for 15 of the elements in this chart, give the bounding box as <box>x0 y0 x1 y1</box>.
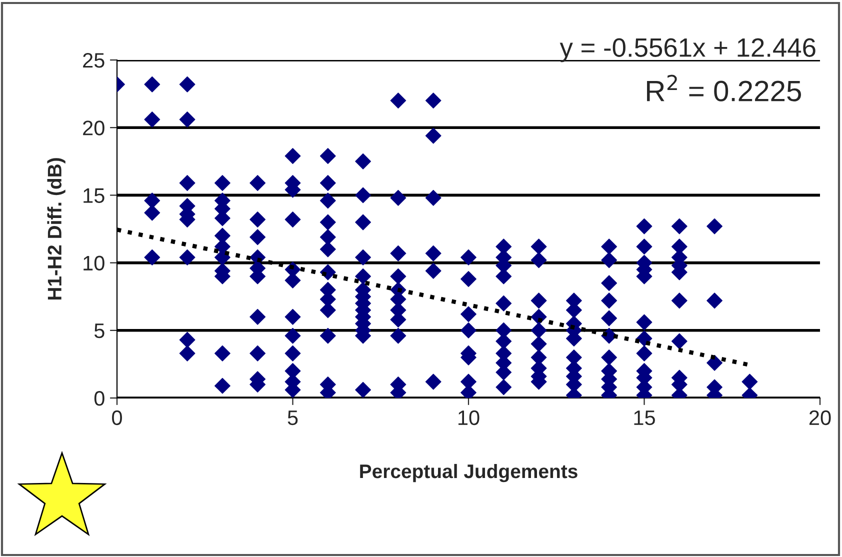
y-tick-label: 25 <box>83 53 104 68</box>
x-tick-label: 20 <box>809 410 831 426</box>
y-tick-label: 10 <box>84 256 104 271</box>
y-tick-label: 0 <box>94 391 104 406</box>
x-tick-label: 0 <box>112 410 122 426</box>
annotation: y = -0.5561x + 12.446 <box>560 38 816 62</box>
y-axis-title: H1-H2 Diff. (dB) <box>47 158 66 300</box>
annotation: R$^{2}$ = 0.2225 <box>647 74 801 102</box>
y-tick-label: 5 <box>94 324 104 338</box>
y-tick-label: 20 <box>83 120 104 136</box>
x-axis-title: Perceptual Judgements <box>360 464 578 482</box>
y-tick-label: 15 <box>84 188 104 203</box>
x-tick-label: 15 <box>634 410 655 426</box>
x-tick-label: 10 <box>458 410 480 426</box>
x-tick-label: 5 <box>288 410 298 426</box>
